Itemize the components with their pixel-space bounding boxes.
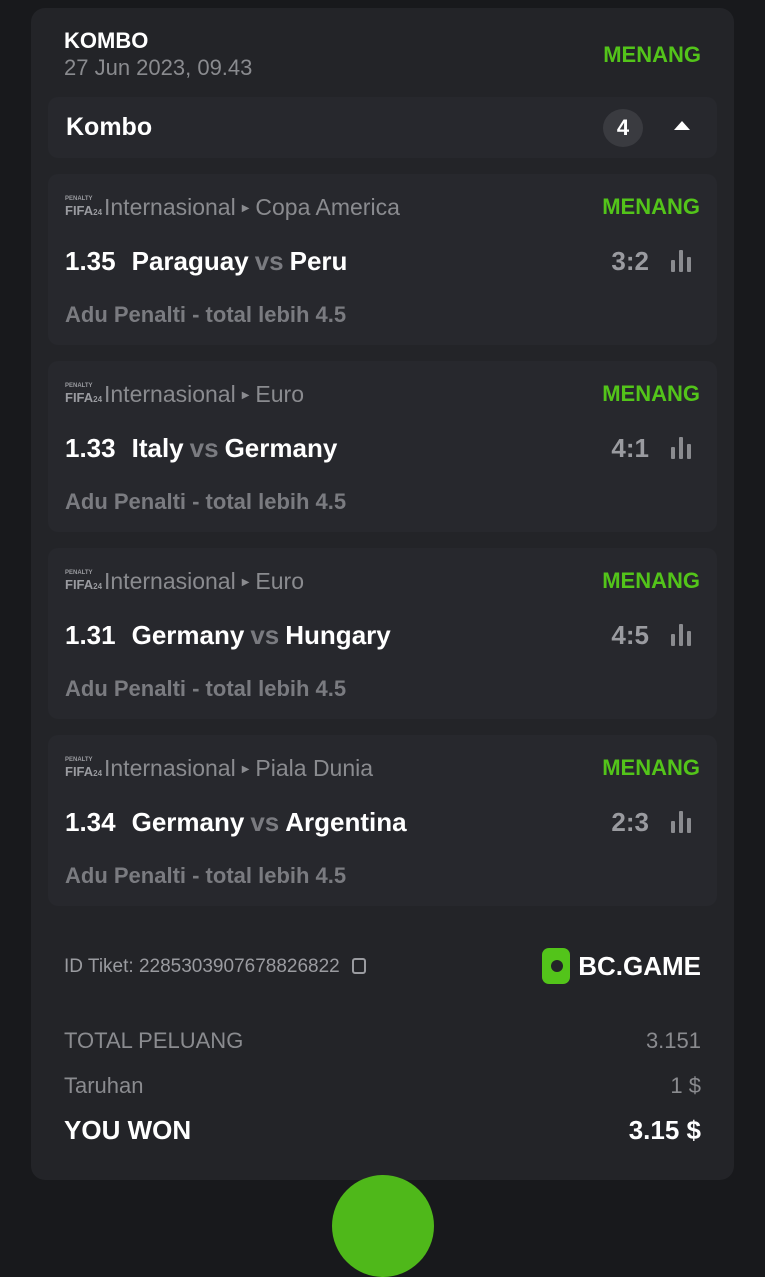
chevron-right-icon: ▶	[241, 577, 250, 589]
stats-icon[interactable]	[671, 624, 695, 646]
match-status: MENANG	[602, 381, 700, 406]
total-odds-value: 3.151	[645, 1028, 701, 1053]
category: Internasional	[104, 755, 236, 781]
ticket-id-text: ID Tiket: 2285303907678826822	[64, 956, 340, 977]
stake-row: Taruhan 1 $	[64, 1073, 701, 1099]
total-odds-label: TOTAL PELUANG	[64, 1028, 244, 1053]
market: Adu Penalti - total lebih 4.5	[65, 863, 347, 888]
fifa-penalty-logo-icon: PENALTY FIFA24	[65, 757, 103, 779]
score: 2:3	[611, 807, 649, 837]
brand-logo: BC.GAME	[542, 948, 701, 984]
won-row: YOU WON 3.15 $	[64, 1115, 701, 1146]
category: Internasional	[104, 381, 236, 407]
market: Adu Penalti - total lebih 4.5	[65, 302, 347, 327]
league-breadcrumb: Internasional ▶ Copa America	[104, 194, 400, 221]
match-item[interactable]: PENALTY FIFA24 Internasional ▶ Euro MENANG …	[48, 361, 717, 532]
score: 3:2	[611, 246, 649, 276]
away-team: Peru	[289, 246, 348, 276]
market: Adu Penalti - total lebih 4.5	[65, 489, 347, 514]
action-button[interactable]	[332, 1175, 434, 1277]
match-item[interactable]: PENALTY FIFA24 Internasional ▶ Copa America…	[48, 174, 717, 345]
stats-icon[interactable]	[671, 811, 695, 833]
bet-slip-card: KOMBO 27 Jun 2023, 09.43 MENANG Kombo 4 …	[31, 8, 734, 1180]
away-team: Hungary	[285, 620, 391, 650]
fifa-penalty-logo-icon: PENALTY FIFA24	[65, 383, 103, 405]
stats-icon[interactable]	[671, 250, 695, 272]
vs: vs	[250, 807, 280, 837]
odds: 1.35	[65, 246, 116, 276]
league-breadcrumb: Internasional ▶ Euro	[104, 568, 304, 595]
match-line: 1.31 Germany vs Hungary	[65, 620, 391, 651]
match-line: 1.35 Paraguay vs Peru	[65, 246, 347, 277]
odds: 1.33	[65, 433, 116, 463]
home-team: Italy	[131, 433, 184, 463]
bet-status: MENANG	[603, 42, 701, 67]
stake-label: Taruhan	[64, 1073, 144, 1098]
copy-icon[interactable]	[351, 958, 366, 974]
category: Internasional	[104, 568, 236, 594]
odds: 1.31	[65, 620, 116, 650]
home-team: Germany	[131, 807, 245, 837]
fifa-penalty-logo-icon: PENALTY FIFA24	[65, 570, 103, 592]
stake-value: 1 $	[670, 1073, 701, 1098]
brand-name: BC.GAME	[578, 950, 701, 981]
fifa-penalty-logo-icon: PENALTY FIFA24	[65, 196, 103, 218]
chevron-right-icon: ▶	[241, 390, 250, 402]
score: 4:1	[611, 433, 649, 463]
home-team: Paraguay	[131, 246, 249, 276]
league: Euro	[255, 381, 304, 407]
away-team: Germany	[224, 433, 338, 463]
league: Piala Dunia	[255, 755, 374, 781]
category: Internasional	[104, 194, 236, 220]
selection-count-badge: 4	[603, 109, 643, 147]
stats-icon[interactable]	[671, 437, 695, 459]
league-breadcrumb: Internasional ▶ Piala Dunia	[104, 755, 373, 782]
bc-game-logo-icon	[542, 948, 571, 984]
kombo-label: Kombo	[66, 113, 153, 141]
score: 4:5	[611, 620, 649, 650]
match-status: MENANG	[602, 568, 700, 593]
league: Euro	[255, 568, 304, 594]
match-line: 1.33 Italy vs Germany	[65, 433, 337, 464]
vs: vs	[250, 620, 280, 650]
caret-up-icon[interactable]	[674, 121, 690, 130]
league: Copa America	[255, 194, 400, 220]
vs: vs	[189, 433, 219, 463]
won-label: YOU WON	[64, 1115, 192, 1145]
market: Adu Penalti - total lebih 4.5	[65, 676, 347, 701]
away-team: Argentina	[285, 807, 407, 837]
chevron-right-icon: ▶	[241, 203, 250, 215]
total-odds-row: TOTAL PELUANG 3.151	[64, 1028, 701, 1054]
match-status: MENANG	[602, 194, 700, 219]
bet-type: KOMBO	[64, 28, 149, 53]
won-value: 3.15 $	[628, 1115, 701, 1145]
match-item[interactable]: PENALTY FIFA24 Internasional ▶ Euro MENANG …	[48, 548, 717, 719]
match-line: 1.34 Germany vs Argentina	[65, 807, 407, 838]
bet-date: 27 Jun 2023, 09.43	[64, 55, 253, 80]
home-team: Germany	[131, 620, 245, 650]
vs: vs	[254, 246, 284, 276]
match-status: MENANG	[602, 755, 700, 780]
league-breadcrumb: Internasional ▶ Euro	[104, 381, 304, 408]
odds: 1.34	[65, 807, 116, 837]
match-item[interactable]: PENALTY FIFA24 Internasional ▶ Piala Dunia …	[48, 735, 717, 906]
ticket-id: ID Tiket: 2285303907678826822	[64, 956, 366, 978]
kombo-toggle[interactable]: Kombo 4	[48, 97, 717, 158]
chevron-right-icon: ▶	[241, 764, 250, 776]
